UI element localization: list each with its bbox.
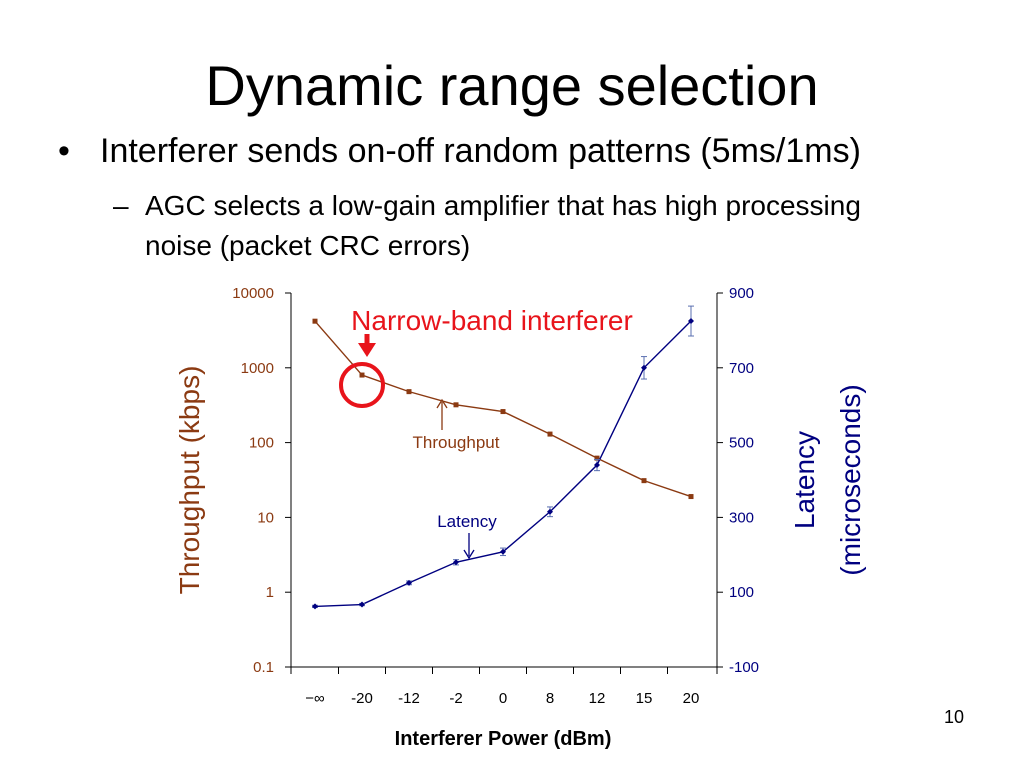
throughput-point bbox=[547, 431, 553, 437]
throughput-point bbox=[312, 318, 318, 324]
throughput-point bbox=[500, 409, 506, 415]
right-axis-title-line2: (microseconds) bbox=[835, 384, 866, 575]
latency-point bbox=[359, 601, 365, 608]
bullet-marker: • bbox=[58, 132, 70, 170]
narrow-band-interferer-label: Narrow-band interferer bbox=[351, 305, 633, 336]
x-axis-tick-label: -12 bbox=[398, 690, 420, 707]
latency-point bbox=[406, 579, 412, 586]
throughput-point bbox=[688, 494, 694, 500]
x-axis-tick-label: 20 bbox=[683, 690, 700, 707]
bullet-text: Interferer sends on-off random patterns … bbox=[100, 132, 861, 170]
narrow-band-arrow-head bbox=[358, 343, 376, 357]
slide-title: Dynamic range selection bbox=[205, 54, 819, 117]
left-axis-tick-label: 10000 bbox=[232, 285, 274, 302]
page-number: 10 bbox=[943, 707, 964, 727]
left-axis-tick-label: 1000 bbox=[241, 360, 274, 377]
x-axis-tick-label: 15 bbox=[636, 690, 653, 707]
latency-series-line bbox=[314, 320, 692, 608]
sub-bullet-point: – AGC selects a low-gain amplifier that … bbox=[113, 186, 865, 266]
x-axis-tick-label: -20 bbox=[351, 690, 373, 707]
x-axis-tick-label: 0 bbox=[499, 690, 507, 707]
latency-annotation-arrowhead bbox=[463, 549, 475, 560]
left-axis-tick-label: 100 bbox=[249, 435, 274, 452]
right-axis-tick-label: 700 bbox=[729, 360, 754, 377]
latency-point bbox=[500, 548, 506, 555]
right-axis-tick-label: 100 bbox=[729, 584, 754, 601]
latency-point bbox=[688, 318, 694, 325]
right-axis-title-line1: Latency bbox=[789, 431, 820, 529]
right-axis-tick-label: 500 bbox=[729, 435, 754, 452]
sub-bullet-marker: – bbox=[113, 190, 129, 221]
x-axis-title: Interferer Power (dBm) bbox=[395, 728, 612, 750]
throughput-point bbox=[406, 389, 412, 395]
throughput-annotation-label: Throughput bbox=[413, 433, 500, 452]
left-axis-tick-label: 1 bbox=[266, 584, 274, 601]
latency-point bbox=[312, 603, 318, 610]
highlight-circle bbox=[339, 362, 385, 409]
right-axis-tick-label: -100 bbox=[729, 659, 759, 676]
x-axis-tick-label: −∞ bbox=[305, 690, 325, 707]
throughput-point bbox=[641, 478, 647, 484]
right-axis-tick-label: 900 bbox=[729, 285, 754, 302]
throughput-annotation-arrowhead bbox=[436, 398, 448, 409]
x-axis-tick-label: -2 bbox=[449, 690, 462, 707]
left-axis-title: Throughput (kbps) bbox=[174, 366, 205, 595]
left-axis-tick-label: 0.1 bbox=[253, 659, 274, 676]
latency-point bbox=[453, 559, 459, 566]
left-axis-tick-label: 10 bbox=[257, 509, 274, 526]
right-axis-tick-label: 300 bbox=[729, 509, 754, 526]
throughput-point bbox=[453, 402, 459, 408]
latency-annotation-label: Latency bbox=[437, 512, 497, 531]
latency-point bbox=[594, 462, 600, 469]
throughput-point bbox=[359, 372, 365, 378]
sub-bullet-text: AGC selects a low-gain amplifier that ha… bbox=[145, 190, 861, 261]
bullet-point: • Interferer sends on-off random patterns… bbox=[58, 132, 861, 171]
x-axis-tick-label: 8 bbox=[546, 690, 554, 707]
throughput-point bbox=[594, 455, 600, 461]
x-axis-tick-label: 12 bbox=[589, 690, 606, 707]
latency-point bbox=[641, 364, 647, 371]
latency-point bbox=[547, 508, 553, 515]
